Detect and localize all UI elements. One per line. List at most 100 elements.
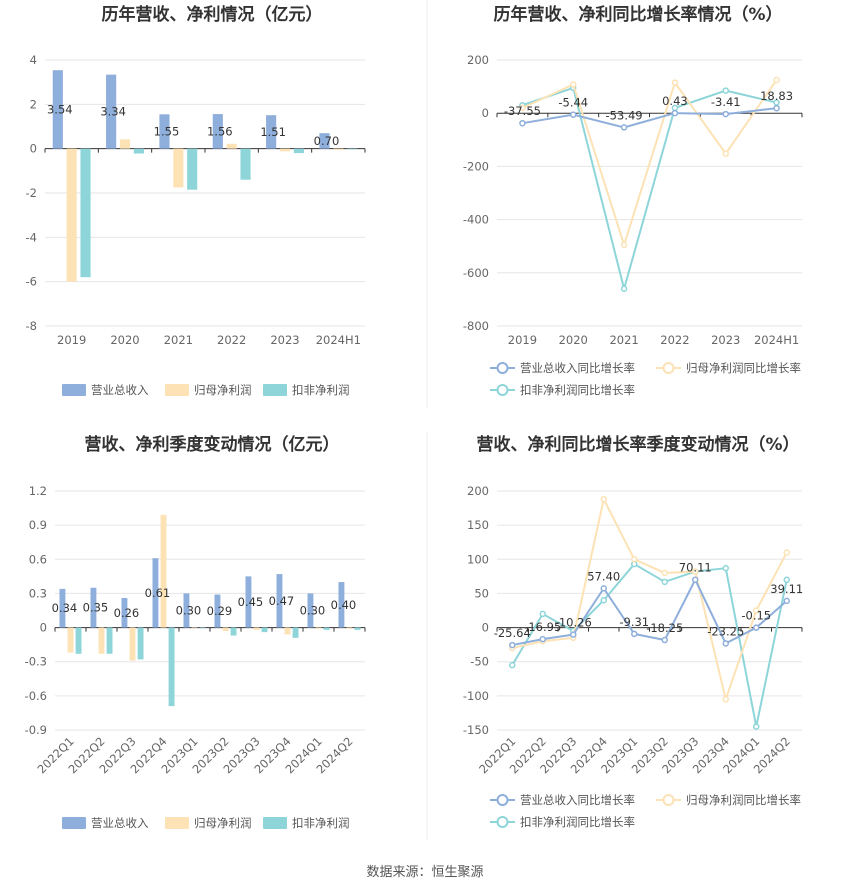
bar-deducted-profit xyxy=(133,148,144,154)
bar-net-profit xyxy=(173,148,184,188)
series-point xyxy=(509,641,516,649)
y-tick-label: 200 xyxy=(467,53,489,67)
series-point xyxy=(661,636,668,644)
y-tick-label: 0 xyxy=(482,621,489,635)
bar-deducted-profit xyxy=(240,148,251,180)
series-line-net-profit-growth xyxy=(512,496,788,703)
y-tick-label: 0 xyxy=(40,621,47,635)
y-tick-label: -400 xyxy=(463,213,489,227)
bar-deducted-profit xyxy=(199,627,206,629)
legend-label: 归母净利润同比增长率 xyxy=(686,793,801,807)
bar-net-profit xyxy=(226,143,237,149)
series-point xyxy=(661,578,668,586)
x-tick-label: 2019 xyxy=(57,333,86,347)
legend-label: 营业总收入同比增长率 xyxy=(520,361,635,375)
legend-label: 扣非净利润 xyxy=(292,383,350,397)
bar-net-profit xyxy=(315,627,322,629)
legend-item: 营业总收入 xyxy=(62,816,149,830)
bar-deducted-profit xyxy=(261,627,268,633)
data-label-revenue: 1.51 xyxy=(260,125,286,139)
y-tick-label: -6 xyxy=(26,275,37,289)
series-line-revenue-growth xyxy=(522,107,777,129)
y-tick-label: -600 xyxy=(463,266,489,280)
bar-revenue xyxy=(90,587,97,628)
bar-revenue xyxy=(266,115,277,149)
y-tick-label: -0.3 xyxy=(25,655,47,669)
data-label-revenue: 0.61 xyxy=(145,586,171,600)
bar-deducted-profit xyxy=(137,627,144,660)
y-tick-label: 0 xyxy=(30,142,37,156)
series-point xyxy=(570,111,577,118)
legend-item: 归母净利润同比增长率 xyxy=(656,361,801,375)
bar-deducted-profit xyxy=(106,627,113,654)
legend-marker xyxy=(496,794,509,806)
bar-deducted-profit xyxy=(354,627,361,630)
bar-deducted-profit xyxy=(168,627,175,707)
series-point xyxy=(509,661,516,669)
series-point xyxy=(661,569,668,577)
series-line-deducted-profit-growth xyxy=(511,562,788,727)
series-point xyxy=(783,549,790,556)
data-source-note: 数据来源：恒生聚源 xyxy=(366,865,483,880)
y-tick-label: -50 xyxy=(470,655,489,669)
x-tick-label: 2019 xyxy=(508,333,537,347)
data-label-revenue-growth: -10.26 xyxy=(555,616,592,630)
series-point xyxy=(570,631,577,638)
series-point xyxy=(671,109,679,117)
x-tick-label: 2021 xyxy=(609,333,638,347)
bar-revenue xyxy=(319,133,330,149)
series-point xyxy=(753,723,760,730)
bar-net-profit xyxy=(66,148,77,282)
bar-net-profit xyxy=(119,139,131,149)
bar-deducted-profit xyxy=(230,627,237,636)
legend-item: 营业总收入 xyxy=(62,383,149,397)
data-label-revenue: 0.45 xyxy=(238,595,264,609)
data-label-revenue: 0.35 xyxy=(83,601,109,615)
bar-revenue xyxy=(59,588,66,628)
series-point xyxy=(692,576,699,583)
data-label-revenue-growth: 0.43 xyxy=(662,94,688,108)
data-label-revenue-growth: 70.11 xyxy=(679,561,712,575)
chart-title: 历年营收、净利情况（亿元） xyxy=(102,4,323,25)
data-label-revenue-growth: -53.49 xyxy=(606,108,643,122)
legend-swatch xyxy=(263,817,287,829)
legend-item: 扣非净利润 xyxy=(263,816,350,830)
legend-item: 扣非净利润同比增长率 xyxy=(490,815,635,829)
x-tick-label: 2020 xyxy=(110,333,139,347)
data-label-revenue: 3.54 xyxy=(47,102,73,116)
legend-item: 扣非净利润 xyxy=(263,383,350,397)
legend-swatch xyxy=(62,817,86,829)
x-tick-label: 2023 xyxy=(270,333,299,347)
data-label-revenue: 0.29 xyxy=(207,604,233,618)
bar-revenue xyxy=(212,114,223,149)
data-label-revenue-growth: -37.55 xyxy=(504,104,541,118)
series-point xyxy=(631,556,638,563)
bar-net-profit xyxy=(279,148,291,152)
y-tick-label: 0.6 xyxy=(29,552,47,566)
data-label-revenue: 1.56 xyxy=(207,124,233,138)
chart-quarterly_amount: 营收、净利季度变动情况（亿元）1.20.90.60.30-0.3-0.6-0.9… xyxy=(25,434,366,830)
legend-marker xyxy=(496,362,509,374)
series-point xyxy=(631,630,638,638)
bar-net-profit xyxy=(67,627,74,653)
y-tick-label: 4 xyxy=(30,53,37,67)
bar-net-profit xyxy=(253,627,260,630)
series-point xyxy=(773,104,780,112)
legend-item: 归母净利润 xyxy=(165,816,252,830)
bar-revenue xyxy=(121,597,128,628)
bar-net-profit xyxy=(160,514,167,628)
data-label-revenue-growth: -5.44 xyxy=(558,96,588,110)
y-tick-label: -8 xyxy=(26,319,37,333)
legend-swatch xyxy=(165,384,189,396)
legend-swatch xyxy=(165,817,189,829)
data-label-revenue: 0.30 xyxy=(300,604,326,618)
legend-label: 归母净利润 xyxy=(194,383,252,397)
y-tick-label: -150 xyxy=(463,723,489,737)
series-point xyxy=(753,624,760,631)
bar-net-profit xyxy=(222,627,229,631)
series-line-deducted-profit-growth xyxy=(522,86,777,293)
chart-annual_growth: 历年营收、净利同比增长率情况（%） 200 0 -200 -400 -600 -800 201… xyxy=(463,4,803,397)
data-label-revenue: 0.30 xyxy=(176,604,202,618)
series-point xyxy=(519,119,526,127)
legend-marker xyxy=(662,794,675,806)
